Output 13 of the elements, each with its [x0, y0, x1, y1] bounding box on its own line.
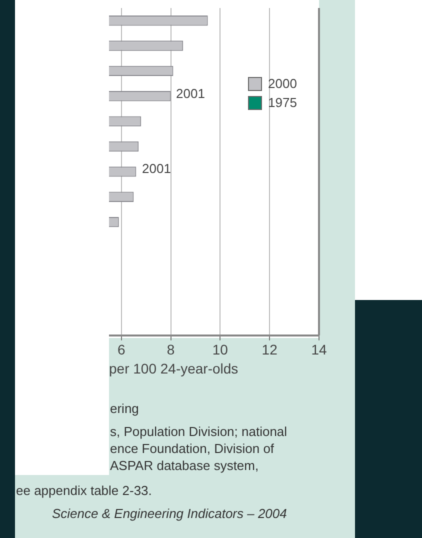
annotation: 2001	[142, 161, 171, 176]
legend-label: 2000	[268, 76, 297, 91]
x-axis-title: per 100 24-year-olds	[109, 360, 238, 376]
x-tick-label: 10	[212, 342, 228, 358]
text: s, Population Division; national ence Foundation, Division of ASPAR database system, ee appendix table 2-33.	[16, 423, 288, 499]
x-tick-label: 14	[311, 342, 327, 358]
annotation: 2001	[176, 86, 205, 101]
x-tick-label: 12	[262, 342, 278, 358]
text: ering	[110, 400, 140, 417]
text: Science & Engineering Indicators – 2004	[52, 505, 288, 522]
legend-label: 1975	[268, 95, 297, 110]
x-tick-label: 6	[117, 342, 126, 358]
x-tick-label: 8	[166, 342, 175, 358]
